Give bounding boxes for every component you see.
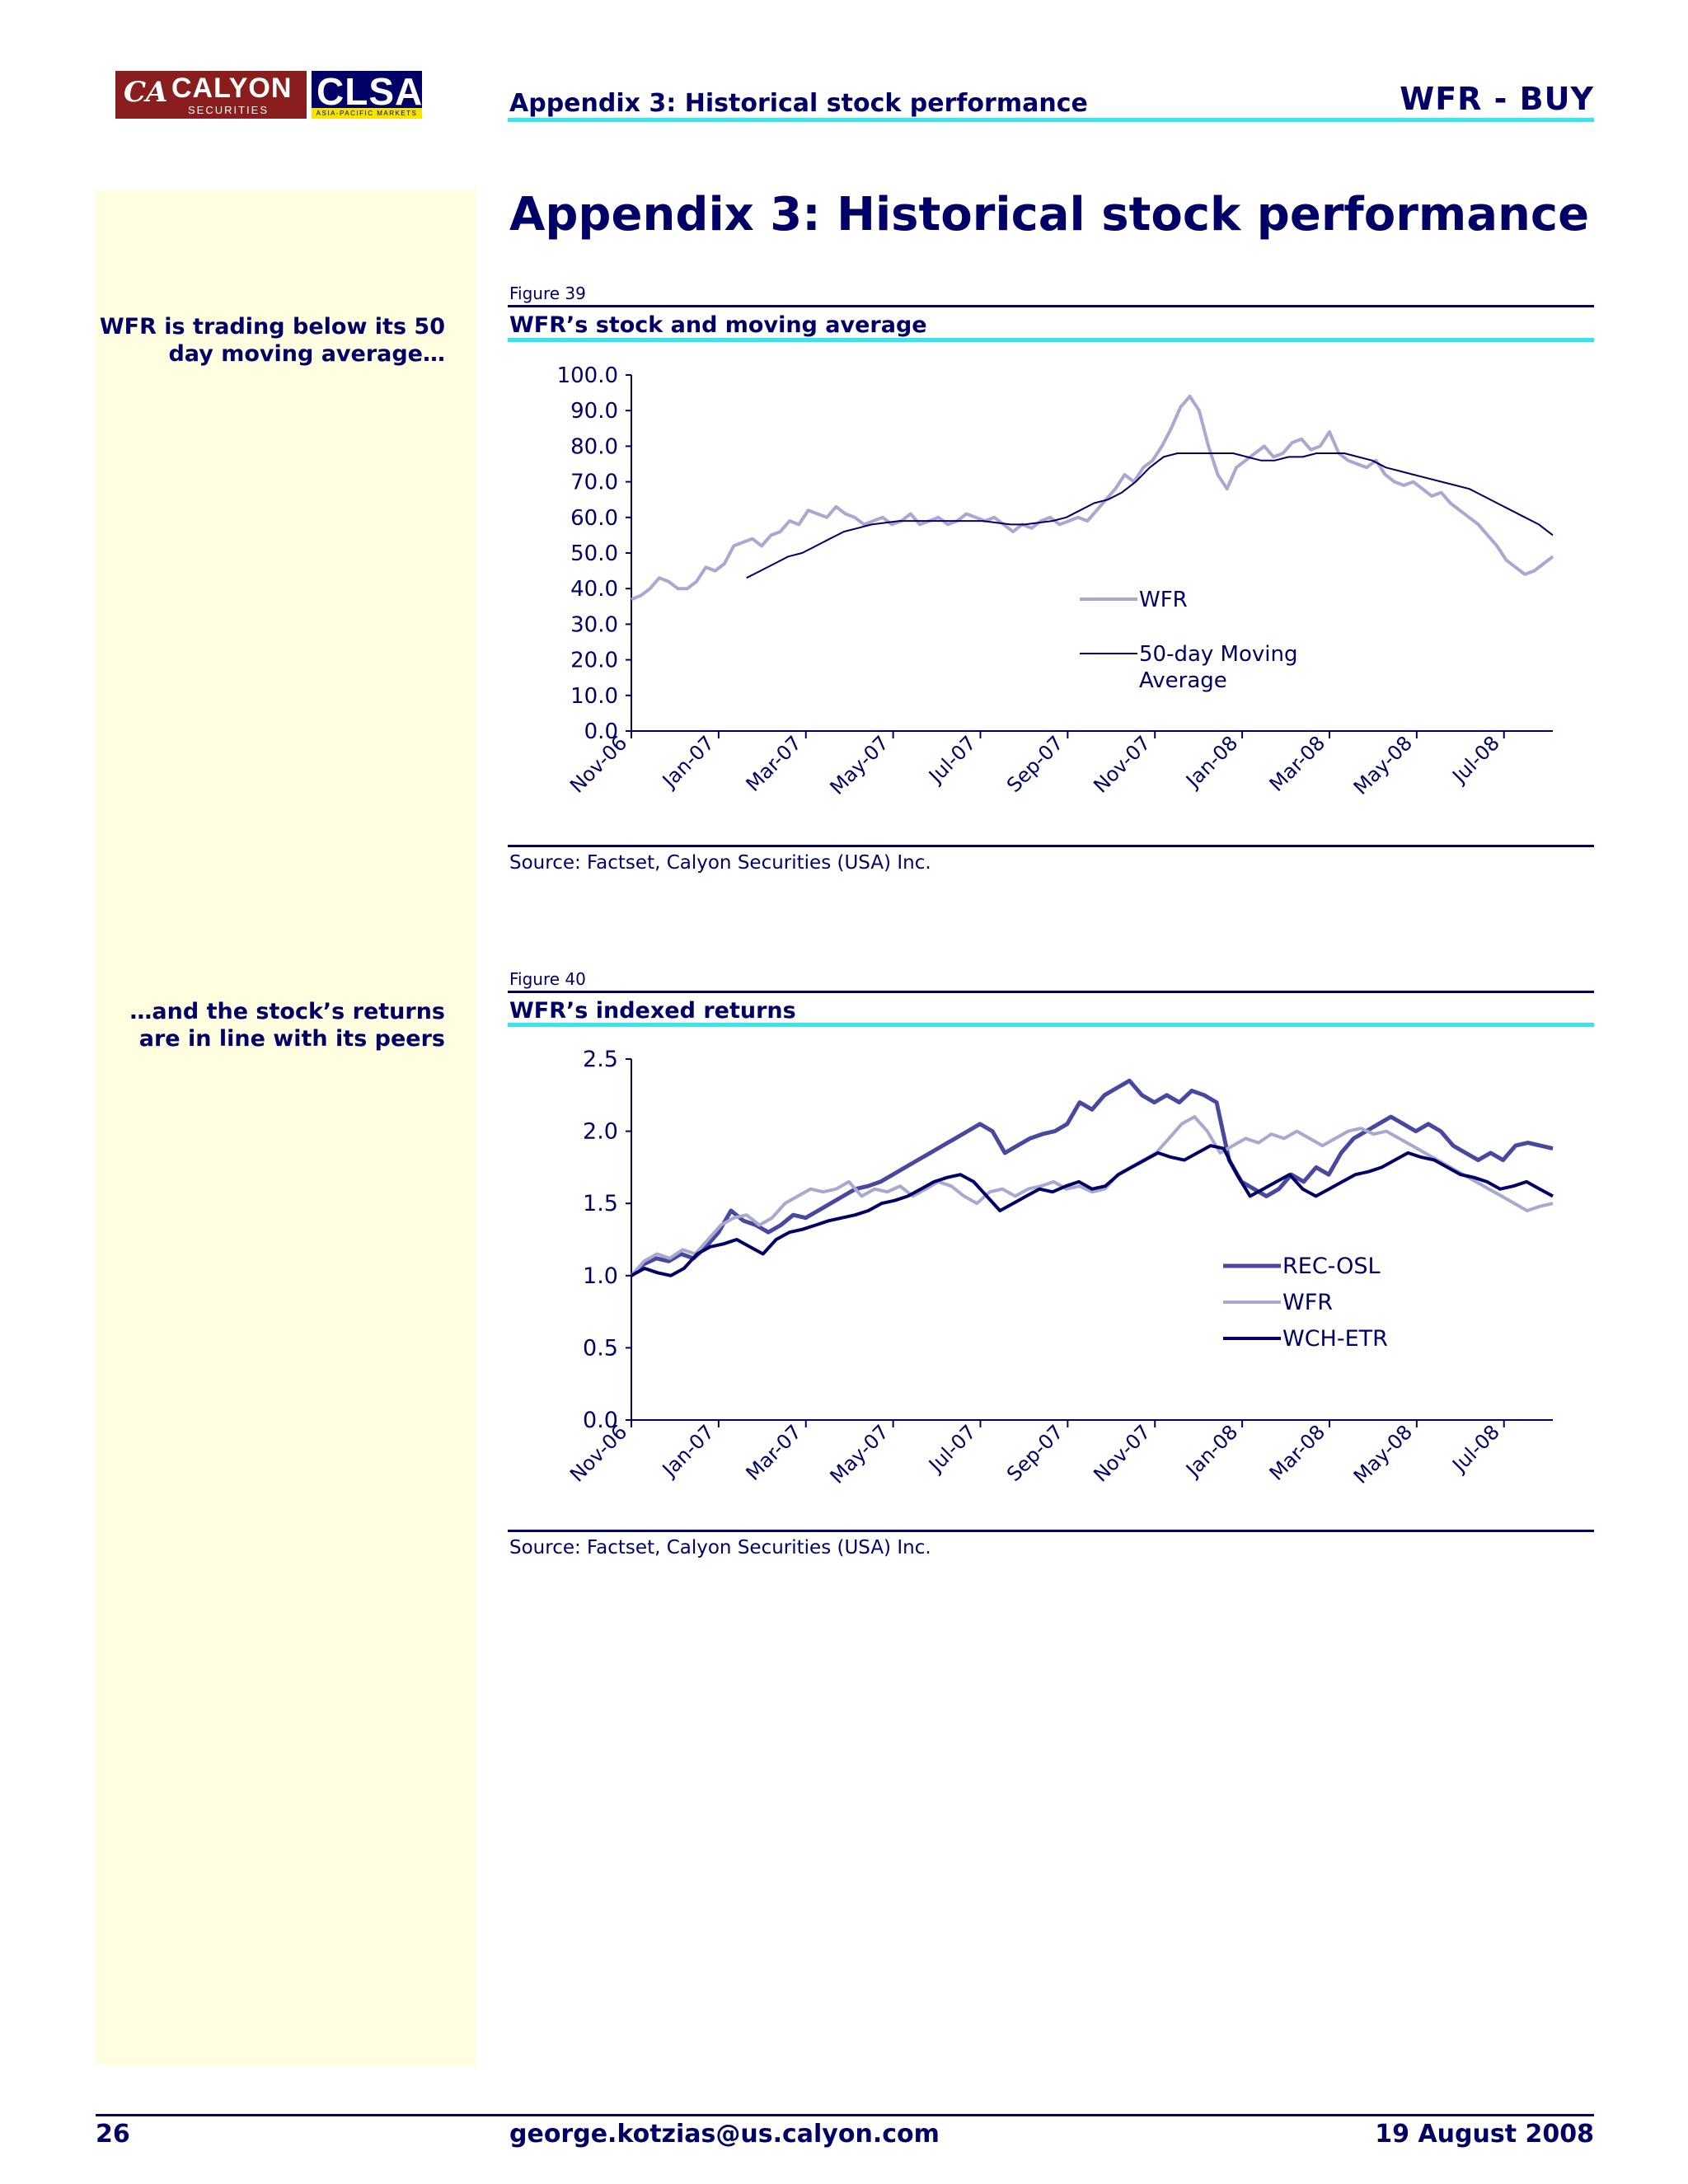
footer-rule — [96, 2114, 1594, 2116]
c0-y-tick-label: 50.0 — [570, 541, 618, 566]
c1-legend-label-0: REC-OSL — [1282, 1254, 1381, 1279]
c1-series-line-1 — [630, 1115, 1554, 1277]
calyon-mark-icon: CA — [124, 76, 168, 109]
c0-y-tick-label: 80.0 — [570, 434, 618, 459]
c0-y-tick-label: 10.0 — [570, 684, 618, 709]
c0-y-tick-label: 100.0 — [557, 363, 618, 388]
footer-date: 19 August 2008 — [1375, 2120, 1594, 2149]
c0-x-tick-label: Nov-07 — [1089, 731, 1155, 797]
c0-y-tick-label: 0.0 — [584, 719, 618, 744]
c0-x-tick-label: Jan-08 — [1180, 731, 1242, 793]
c1-y-tick-label: 0.0 — [583, 1408, 618, 1433]
calyon-logo-sub: SECURITIES — [188, 104, 270, 116]
figure-39-source: Source: Factset, Calyon Securities (USA)… — [509, 852, 931, 874]
figure-39-title: WFR’s stock and moving average — [509, 312, 927, 338]
sidebar — [96, 190, 476, 2065]
c1-x-tick-label: Mar-07 — [742, 1420, 806, 1484]
c1-x-tick-label: May-08 — [1349, 1420, 1417, 1488]
figure-39-title-rule — [508, 338, 1594, 342]
c0-y-tick-label: 20.0 — [570, 649, 618, 673]
figure-40-top-rule — [508, 991, 1594, 993]
c1-x-tick-label: Jan-07 — [657, 1420, 719, 1482]
calyon-logo-text: CALYON — [171, 73, 293, 104]
c0-y-tick-label: 60.0 — [570, 506, 618, 531]
sidebar-note-2: …and the stock’s returns are in line wit… — [129, 999, 445, 1052]
c1-x-tick-label: May-07 — [826, 1420, 893, 1488]
c1-y-tick-label: 0.5 — [583, 1335, 618, 1361]
c1-x-tick-label: Jan-08 — [1180, 1420, 1242, 1482]
calyon-clsa-logo: CA CALYON SECURITIES CLSA ASIA-PACIFIC M… — [115, 70, 424, 119]
header-section-title: Appendix 3: Historical stock performance — [509, 89, 1088, 118]
page-title: Appendix 3: Historical stock performance — [509, 188, 1590, 241]
c1-y-tick-label: 2.5 — [583, 1047, 618, 1072]
c1-series-line-0 — [630, 1078, 1554, 1277]
c1-x-tick-label: Jul-08 — [1447, 1420, 1504, 1477]
c0-y-tick-label: 70.0 — [570, 471, 618, 495]
c1-y-tick-label: 1.5 — [583, 1191, 618, 1216]
c1-y-tick-label: 2.0 — [583, 1119, 618, 1145]
c1-x-tick-label: Jul-07 — [923, 1420, 980, 1477]
c0-y-tick-label: 40.0 — [570, 577, 618, 602]
c0-legend-label-0: WFR — [1139, 588, 1188, 612]
header-rule — [508, 118, 1594, 122]
clsa-logo-text: CLSA — [316, 70, 424, 113]
c0-x-tick-label: Jul-07 — [923, 731, 980, 788]
figure-39-chart: 100.0 90.0 80.0 70.0 60.0 50.0 40.0 30.0 20.0 10.… — [557, 363, 1554, 799]
c0-x-tick-label: Jul-08 — [1447, 731, 1504, 788]
c0-y-tick-label: 90.0 — [570, 399, 618, 424]
c1-x-tick-label: Nov-07 — [1089, 1420, 1155, 1486]
calyon-logo: CA CALYON SECURITIES — [115, 71, 307, 119]
sidebar-note-1: WFR is trading below its 50 day moving a… — [99, 314, 445, 367]
footer-page-number: 26 — [96, 2120, 130, 2149]
c1-series-line-2 — [631, 1144, 1554, 1277]
c0-legend-label-1: 50-day Moving Average — [1139, 642, 1298, 693]
figure-40-title: WFR’s indexed returns — [509, 998, 796, 1024]
c0-x-tick-label: May-07 — [826, 731, 893, 799]
header-stock-rating: WFR - BUY — [1400, 81, 1594, 117]
c0-y-tick-label: 30.0 — [570, 612, 618, 637]
c1-legend-label-2: WCH-ETR — [1282, 1326, 1388, 1352]
figure-39-top-rule — [508, 305, 1594, 307]
figure-39-bottom-rule — [508, 845, 1594, 847]
figure-40-number: Figure 40 — [509, 969, 586, 989]
c0-x-tick-label: Mar-07 — [742, 731, 806, 795]
c0-x-tick-label: Sep-07 — [1002, 731, 1068, 797]
c0-x-tick-label: May-08 — [1349, 731, 1417, 799]
c0-series-line-0 — [631, 394, 1554, 602]
clsa-logo-sub: ASIA-PACIFIC MARKETS — [312, 108, 422, 119]
c0-x-tick-label: Jan-07 — [657, 731, 719, 793]
figure-40-title-rule — [508, 1023, 1594, 1027]
c1-x-tick-label: Mar-08 — [1265, 1420, 1329, 1484]
c1-y-tick-label: 1.0 — [583, 1263, 618, 1289]
c0-series-line-1 — [746, 452, 1554, 579]
figure-39-number: Figure 39 — [509, 284, 586, 303]
figure-40-bottom-rule — [508, 1530, 1594, 1532]
clsa-logo: CLSA ASIA-PACIFIC MARKETS — [312, 70, 424, 119]
figure-40-source: Source: Factset, Calyon Securities (USA)… — [509, 1537, 931, 1558]
c0-x-tick-label: Mar-08 — [1265, 731, 1329, 795]
footer-email: george.kotzias@us.calyon.com — [509, 2120, 940, 2149]
c1-legend-label-1: WFR — [1282, 1290, 1333, 1315]
c1-x-tick-label: Sep-07 — [1002, 1420, 1068, 1486]
